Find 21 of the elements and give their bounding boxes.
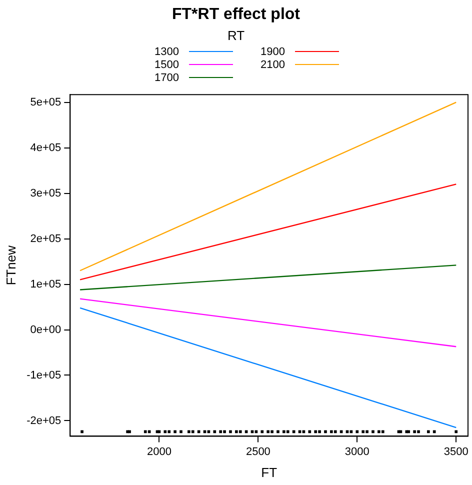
y-axis-title: FTnew xyxy=(3,244,18,286)
y-tick-label: -2e+05 xyxy=(26,414,62,427)
chart-title: FT*RT effect plot xyxy=(171,5,301,24)
x-tick-label: 2500 xyxy=(246,446,270,458)
y-tick-label: 2e+05 xyxy=(30,232,62,245)
legend-label: 1300 xyxy=(154,46,179,58)
y-tick-label: -1e+05 xyxy=(26,369,62,382)
x-tick-label: 2000 xyxy=(146,446,172,458)
x-tick-label: 3000 xyxy=(344,446,370,458)
legend-title: RT xyxy=(227,28,245,43)
y-tick-label: 5e+05 xyxy=(30,96,62,108)
y-tick-label: 4e+05 xyxy=(30,142,62,154)
x-axis-title: FT xyxy=(261,464,278,480)
y-tick-label: 0e+00 xyxy=(30,324,62,336)
legend-label: 1900 xyxy=(260,46,285,58)
x-tick-label: 3500 xyxy=(444,446,468,458)
y-tick-label: 3e+05 xyxy=(30,187,62,200)
y-tick-label: 1e+05 xyxy=(30,278,62,290)
legend-label: 1500 xyxy=(154,58,179,70)
legend-label: 2100 xyxy=(260,58,285,70)
legend-label: 1700 xyxy=(154,72,179,84)
